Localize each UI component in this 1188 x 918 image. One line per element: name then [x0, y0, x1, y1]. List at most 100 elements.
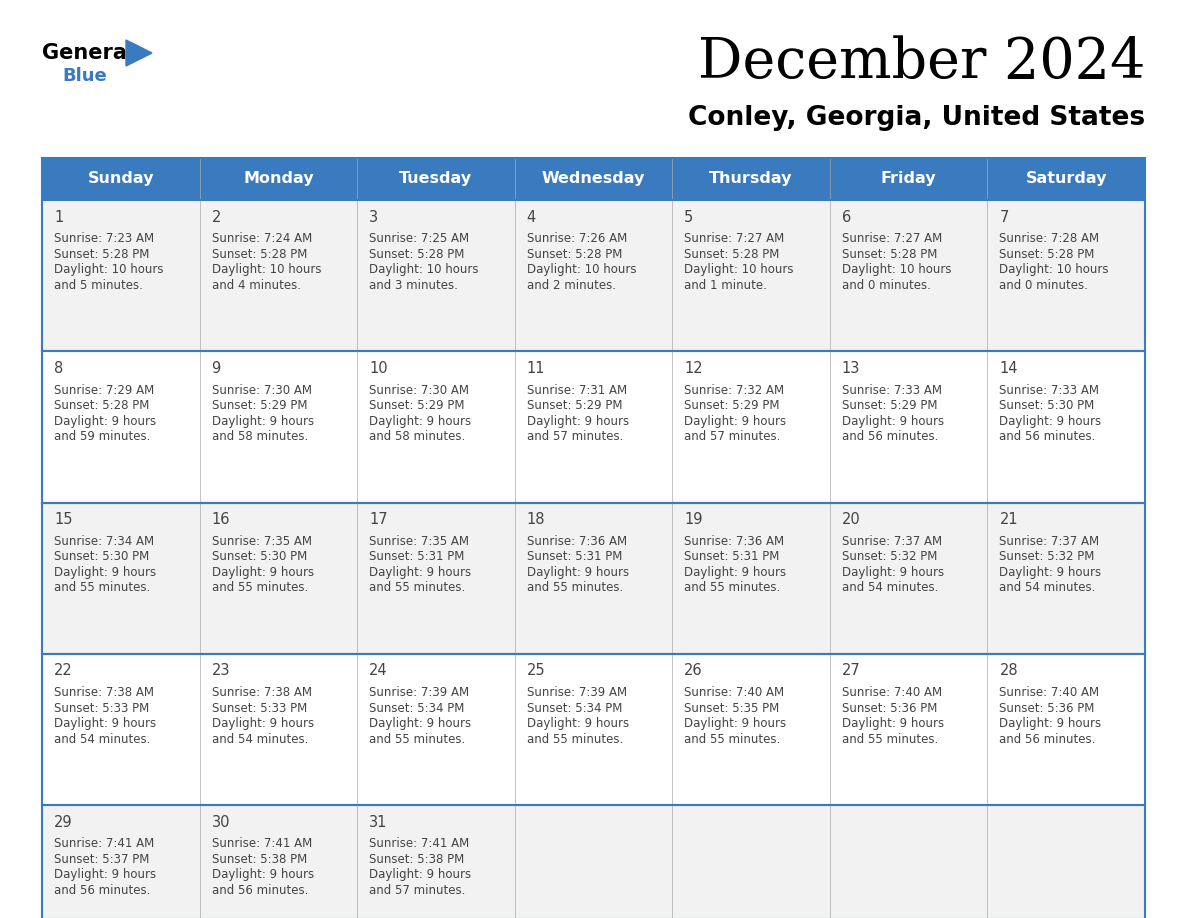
Text: Sunset: 5:31 PM: Sunset: 5:31 PM	[684, 550, 779, 564]
Text: Daylight: 9 hours: Daylight: 9 hours	[53, 415, 156, 428]
Text: Sunrise: 7:41 AM: Sunrise: 7:41 AM	[211, 837, 311, 850]
Text: Sunset: 5:29 PM: Sunset: 5:29 PM	[842, 399, 937, 412]
Text: and 59 minutes.: and 59 minutes.	[53, 430, 151, 443]
Text: Sunset: 5:35 PM: Sunset: 5:35 PM	[684, 701, 779, 714]
Text: Daylight: 10 hours: Daylight: 10 hours	[526, 263, 637, 276]
Text: and 55 minutes.: and 55 minutes.	[369, 581, 466, 594]
Text: Daylight: 9 hours: Daylight: 9 hours	[211, 415, 314, 428]
Text: Daylight: 9 hours: Daylight: 9 hours	[842, 717, 944, 730]
Text: 6: 6	[842, 209, 851, 225]
Text: Daylight: 9 hours: Daylight: 9 hours	[999, 717, 1101, 730]
Text: 31: 31	[369, 814, 387, 830]
Text: Sunrise: 7:36 AM: Sunrise: 7:36 AM	[684, 535, 784, 548]
Text: and 58 minutes.: and 58 minutes.	[369, 430, 466, 443]
Text: Sunset: 5:32 PM: Sunset: 5:32 PM	[999, 550, 1095, 564]
Text: and 55 minutes.: and 55 minutes.	[526, 581, 623, 594]
Text: Saturday: Saturday	[1025, 172, 1107, 186]
Text: Sunset: 5:28 PM: Sunset: 5:28 PM	[53, 248, 150, 261]
Text: 30: 30	[211, 814, 230, 830]
Text: Daylight: 10 hours: Daylight: 10 hours	[842, 263, 952, 276]
Text: Sunrise: 7:34 AM: Sunrise: 7:34 AM	[53, 535, 154, 548]
Text: and 55 minutes.: and 55 minutes.	[53, 581, 150, 594]
Text: Sunset: 5:28 PM: Sunset: 5:28 PM	[369, 248, 465, 261]
Text: Sunset: 5:33 PM: Sunset: 5:33 PM	[53, 701, 150, 714]
Text: Sunset: 5:28 PM: Sunset: 5:28 PM	[526, 248, 623, 261]
Text: and 56 minutes.: and 56 minutes.	[53, 884, 151, 897]
Text: 20: 20	[842, 512, 860, 527]
Text: 10: 10	[369, 361, 387, 375]
Text: Daylight: 10 hours: Daylight: 10 hours	[369, 263, 479, 276]
Text: Daylight: 10 hours: Daylight: 10 hours	[211, 263, 321, 276]
Text: Sunrise: 7:23 AM: Sunrise: 7:23 AM	[53, 232, 154, 245]
Text: Sunrise: 7:38 AM: Sunrise: 7:38 AM	[53, 686, 154, 700]
Polygon shape	[126, 40, 152, 66]
Text: and 54 minutes.: and 54 minutes.	[842, 581, 939, 594]
Text: Sunset: 5:28 PM: Sunset: 5:28 PM	[684, 248, 779, 261]
Text: Sunset: 5:37 PM: Sunset: 5:37 PM	[53, 853, 150, 866]
Text: Sunrise: 7:33 AM: Sunrise: 7:33 AM	[999, 384, 1099, 397]
Text: Sunrise: 7:41 AM: Sunrise: 7:41 AM	[53, 837, 154, 850]
Text: 18: 18	[526, 512, 545, 527]
Bar	[42, 352, 1145, 503]
Text: and 55 minutes.: and 55 minutes.	[684, 733, 781, 745]
Text: 11: 11	[526, 361, 545, 375]
Text: 4: 4	[526, 209, 536, 225]
Text: Sunrise: 7:26 AM: Sunrise: 7:26 AM	[526, 232, 627, 245]
Text: Sunrise: 7:28 AM: Sunrise: 7:28 AM	[999, 232, 1100, 245]
Text: Sunset: 5:31 PM: Sunset: 5:31 PM	[526, 550, 623, 564]
Text: Sunset: 5:36 PM: Sunset: 5:36 PM	[999, 701, 1095, 714]
Text: Blue: Blue	[62, 67, 107, 85]
Text: Sunset: 5:33 PM: Sunset: 5:33 PM	[211, 701, 307, 714]
Text: Daylight: 9 hours: Daylight: 9 hours	[369, 868, 472, 881]
Text: Sunset: 5:38 PM: Sunset: 5:38 PM	[369, 853, 465, 866]
Text: Daylight: 9 hours: Daylight: 9 hours	[369, 565, 472, 579]
Text: Friday: Friday	[880, 172, 936, 186]
Text: and 54 minutes.: and 54 minutes.	[53, 733, 151, 745]
Bar	[42, 158, 1145, 200]
Text: Sunrise: 7:25 AM: Sunrise: 7:25 AM	[369, 232, 469, 245]
Text: Sunrise: 7:32 AM: Sunrise: 7:32 AM	[684, 384, 784, 397]
Text: Sunrise: 7:38 AM: Sunrise: 7:38 AM	[211, 686, 311, 700]
Text: Sunrise: 7:24 AM: Sunrise: 7:24 AM	[211, 232, 311, 245]
Text: Sunset: 5:34 PM: Sunset: 5:34 PM	[526, 701, 623, 714]
Text: Sunset: 5:31 PM: Sunset: 5:31 PM	[369, 550, 465, 564]
Text: 23: 23	[211, 664, 230, 678]
Text: Sunrise: 7:31 AM: Sunrise: 7:31 AM	[526, 384, 627, 397]
Text: Sunrise: 7:36 AM: Sunrise: 7:36 AM	[526, 535, 627, 548]
Bar	[42, 805, 1145, 918]
Text: Sunrise: 7:39 AM: Sunrise: 7:39 AM	[369, 686, 469, 700]
Text: Monday: Monday	[244, 172, 314, 186]
Text: 21: 21	[999, 512, 1018, 527]
Text: and 2 minutes.: and 2 minutes.	[526, 279, 615, 292]
Text: Conley, Georgia, United States: Conley, Georgia, United States	[688, 105, 1145, 131]
Text: Sunrise: 7:40 AM: Sunrise: 7:40 AM	[999, 686, 1100, 700]
Text: Sunrise: 7:27 AM: Sunrise: 7:27 AM	[684, 232, 784, 245]
Text: December 2024: December 2024	[697, 36, 1145, 90]
Text: Sunrise: 7:30 AM: Sunrise: 7:30 AM	[369, 384, 469, 397]
Text: Daylight: 9 hours: Daylight: 9 hours	[53, 565, 156, 579]
Text: Daylight: 9 hours: Daylight: 9 hours	[842, 565, 944, 579]
Text: and 56 minutes.: and 56 minutes.	[999, 430, 1095, 443]
Text: Daylight: 9 hours: Daylight: 9 hours	[842, 415, 944, 428]
Text: Daylight: 9 hours: Daylight: 9 hours	[526, 415, 628, 428]
Text: 9: 9	[211, 361, 221, 375]
Text: Sunrise: 7:39 AM: Sunrise: 7:39 AM	[526, 686, 627, 700]
Text: and 57 minutes.: and 57 minutes.	[526, 430, 623, 443]
Text: and 54 minutes.: and 54 minutes.	[211, 733, 308, 745]
Text: Daylight: 9 hours: Daylight: 9 hours	[211, 565, 314, 579]
Text: Daylight: 9 hours: Daylight: 9 hours	[684, 415, 786, 428]
Text: and 3 minutes.: and 3 minutes.	[369, 279, 459, 292]
Text: Sunset: 5:29 PM: Sunset: 5:29 PM	[369, 399, 465, 412]
Text: and 56 minutes.: and 56 minutes.	[999, 733, 1095, 745]
Text: Sunset: 5:29 PM: Sunset: 5:29 PM	[211, 399, 307, 412]
Text: Sunset: 5:38 PM: Sunset: 5:38 PM	[211, 853, 307, 866]
Text: Daylight: 9 hours: Daylight: 9 hours	[211, 717, 314, 730]
Text: Daylight: 10 hours: Daylight: 10 hours	[684, 263, 794, 276]
Text: and 55 minutes.: and 55 minutes.	[369, 733, 466, 745]
Text: and 55 minutes.: and 55 minutes.	[684, 581, 781, 594]
Text: and 56 minutes.: and 56 minutes.	[211, 884, 308, 897]
Text: Sunrise: 7:35 AM: Sunrise: 7:35 AM	[211, 535, 311, 548]
Text: Daylight: 9 hours: Daylight: 9 hours	[684, 717, 786, 730]
Text: 12: 12	[684, 361, 703, 375]
Text: and 0 minutes.: and 0 minutes.	[999, 279, 1088, 292]
